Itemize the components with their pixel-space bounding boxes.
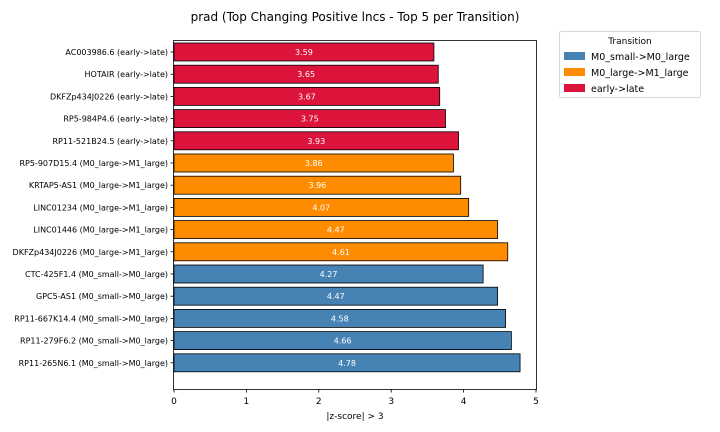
x-tick-label: 0 <box>171 397 177 407</box>
x-tick-label: 3 <box>388 397 394 407</box>
y-tick-labels: AC003986.6 (early->late) HOTAIR (early->l… <box>13 48 174 368</box>
y-tick-label: RP11-521B24.5 (early->late) <box>52 137 168 146</box>
x-tick-label: 5 <box>533 397 539 407</box>
y-tick-label: LINC01234 (M0_large->M1_large) <box>33 203 168 212</box>
bar-value-label: 3.59 <box>295 48 313 57</box>
x-tick-label: 2 <box>316 397 322 407</box>
bar-value-label: 4.07 <box>312 203 330 212</box>
chart-title: prad (Top Changing Positive lncs - Top 5… <box>191 10 520 24</box>
legend-entry-label: early->late <box>591 84 644 95</box>
bars-group: 3.59 3.65 3.67 3.75 3.93 3.86 3.96 4.07 4.47 4.61… <box>173 42 521 373</box>
y-tick-label: DKFZp434J0226 (M0_large->M1_large) <box>13 248 168 257</box>
legend-frame <box>559 31 701 98</box>
bar-value-label: 3.96 <box>308 181 326 190</box>
y-tick-label: CTC-425F1.4 (M0_small->M0_large) <box>25 270 168 279</box>
y-tick-label: RP11-279F6.2 (M0_small->M0_large) <box>20 337 168 346</box>
bar-value-label: 3.67 <box>298 92 316 101</box>
bar-value-label: 4.47 <box>327 226 345 235</box>
bar-value-label: 3.86 <box>305 159 323 168</box>
bar-value-label: 4.27 <box>320 270 338 279</box>
legend-swatch <box>564 52 585 60</box>
y-tick-label: RP5-984P4.6 (early->late) <box>63 115 168 124</box>
legend-title: Transition <box>607 37 652 47</box>
legend-swatch <box>564 84 585 92</box>
bar-value-label: 3.93 <box>307 137 325 146</box>
bar-value-label: 4.66 <box>334 337 352 346</box>
y-tick-label: GPC5-AS1 (M0_small->M0_large) <box>36 292 168 301</box>
x-axis-label: |z-score| > 3 <box>326 412 383 422</box>
x-ticks: 0 1 2 3 4 5 <box>171 389 539 407</box>
y-tick-label: LINC01446 (M0_large->M1_large) <box>33 226 168 235</box>
plot-frame <box>173 40 537 390</box>
y-tick-label: RP11-667K14.4 (M0_small->M0_large) <box>14 314 168 323</box>
y-tick-label: RP5-907D15.4 (M0_large->M1_large) <box>19 159 168 168</box>
legend-entry-label: M0_large->M1_large <box>591 68 689 79</box>
y-tick-label: DKFZp434J0226 (early->late) <box>50 92 168 101</box>
x-tick-label: 4 <box>461 397 467 407</box>
y-tick-label: KRTAP5-AS1 (M0_large->M1_large) <box>29 181 168 190</box>
legend-entries: M0_small->M0_large M0_large->M1_largeearl… <box>564 52 690 95</box>
y-tick-label: HOTAIR (early->late) <box>85 70 168 79</box>
bar-value-label: 3.75 <box>301 115 319 124</box>
legend-entry-label: M0_small->M0_large <box>591 52 690 63</box>
bar-value-label: 3.65 <box>297 70 315 79</box>
y-tick-label: RP11-265N6.1 (M0_small->M0_large) <box>19 359 168 368</box>
bar-value-label: 4.47 <box>327 292 345 301</box>
x-tick-label: 1 <box>244 397 250 407</box>
bar-value-label: 4.61 <box>332 248 350 257</box>
y-tick-label: AC003986.6 (early->late) <box>65 48 168 57</box>
bar-value-label: 4.78 <box>338 359 356 368</box>
bar-value-label: 4.58 <box>331 314 349 323</box>
legend-swatch <box>564 68 585 76</box>
legend: Transition M0_small->M0_large M0_large->M… <box>559 31 701 98</box>
